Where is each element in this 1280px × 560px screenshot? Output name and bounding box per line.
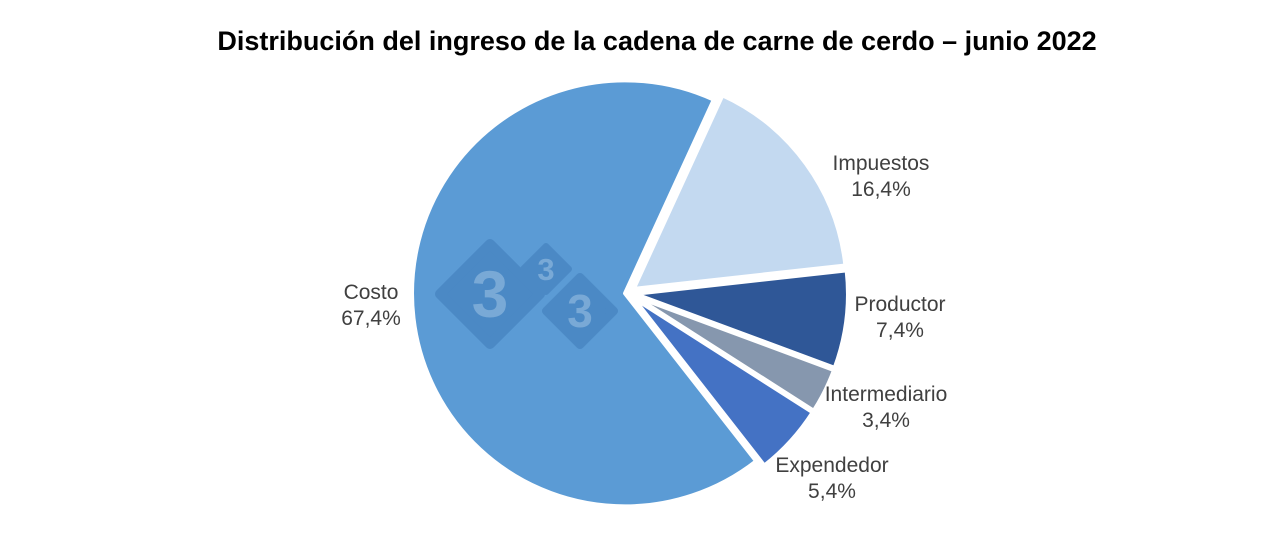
watermark-digit-large: 3: [472, 257, 509, 331]
chart-title: Distribución del ingreso de la cadena de…: [217, 26, 1097, 56]
pie-slice-expendedor[interactable]: [631, 295, 815, 468]
slice-label-costo: Costo 67,4%: [341, 280, 401, 332]
slice-label-name: Costo: [343, 281, 399, 304]
slice-label-intermediario: Intermediario 3,4%: [825, 382, 948, 434]
watermark-diamond-medium: [542, 273, 618, 349]
pie-slice-productor[interactable]: [632, 268, 850, 370]
slice-label-expendedor: Expendedor 5,4%: [775, 453, 888, 505]
watermark-diamond-large: [435, 239, 545, 349]
slice-label-value: 16,4%: [851, 178, 911, 201]
slice-label-name: Productor: [854, 293, 946, 316]
watermark-diamond-small: [520, 243, 572, 295]
pig333-watermark-logo: 3 3 3: [435, 239, 618, 349]
slice-label-name: Impuestos: [832, 152, 930, 175]
slice-label-impuestos: Impuestos 16,4%: [833, 151, 930, 203]
slice-label-value: 5,4%: [808, 480, 856, 503]
watermark-digit-small: 3: [537, 252, 554, 287]
slice-label-productor: Productor 7,4%: [854, 292, 945, 344]
watermark-digit-medium: 3: [567, 285, 593, 337]
slice-label-name: Intermediario: [824, 383, 948, 406]
slice-label-name: Expendedor: [775, 454, 889, 477]
pie-slice-impuestos[interactable]: [631, 93, 848, 291]
slice-label-value: 67,4%: [341, 307, 401, 330]
slice-label-value: 7,4%: [876, 319, 924, 342]
slice-label-value: 3,4%: [862, 409, 910, 432]
